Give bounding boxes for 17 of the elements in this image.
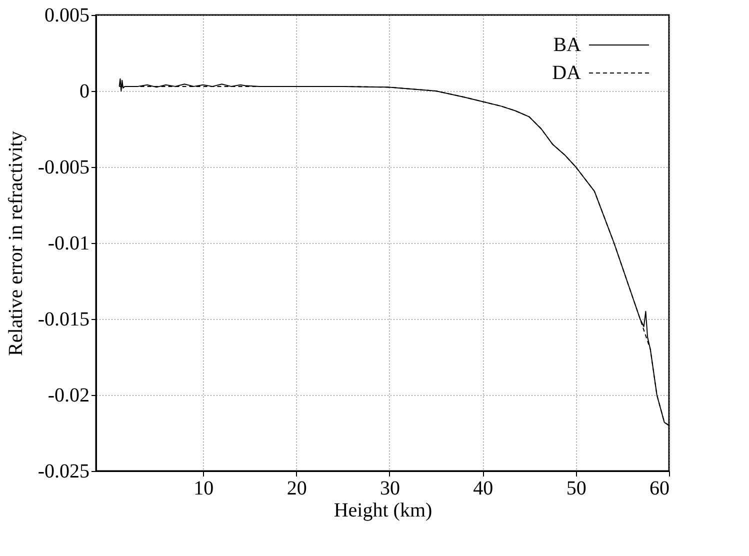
x-tick-label: 40 [473,478,494,500]
y-tick-label: -0.02 [48,384,90,406]
y-tick-label: -0.025 [38,460,90,482]
x-tick-label: 60 [650,478,670,500]
y-tick-label: -0.005 [38,156,90,178]
x-axis-title: Height (km) [334,500,432,522]
legend-label: BA [553,34,582,56]
x-tick-label: 20 [286,478,307,500]
legend-label: DA [552,62,582,84]
y-tick-label: 0.005 [44,4,90,26]
y-tick-label: 0 [80,80,90,102]
x-tick-label: 10 [194,478,214,500]
y-axis-title: Relative error in refractivity [4,131,27,356]
y-tick-label: -0.015 [38,308,90,330]
y-tick-label: -0.01 [48,232,90,254]
x-tick-label: 30 [380,478,400,500]
x-tick-label: 50 [566,478,586,500]
